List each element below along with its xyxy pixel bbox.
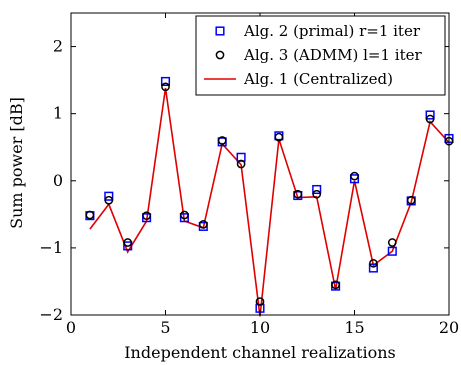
square-marker (425, 110, 435, 120)
circle-marker (255, 297, 265, 306)
legend-circle-marker (215, 50, 225, 60)
circle-marker (331, 280, 340, 290)
circle-marker (236, 159, 246, 169)
circle-marker (161, 82, 170, 92)
square-marker (349, 174, 360, 184)
legend-label: Alg. 1 (Centralized) (243, 70, 393, 88)
circle-marker (123, 238, 133, 247)
circle-marker (85, 210, 95, 220)
circle-marker (142, 211, 151, 221)
y-tick-label: 1 (53, 104, 63, 123)
legend-label: Alg. 2 (primal) r=1 iter (243, 22, 421, 40)
plot-area (85, 76, 454, 317)
x-tick-label: 15 (344, 318, 364, 337)
y-tick-label: −1 (39, 238, 63, 257)
circle-marker (369, 258, 378, 268)
y-tick-label: 0 (53, 171, 63, 190)
square-marker (368, 263, 378, 273)
circle-marker (104, 195, 114, 205)
x-tick-label: 20 (439, 318, 459, 337)
square-marker (179, 213, 189, 223)
circle-marker (406, 195, 416, 205)
circle-marker (217, 136, 227, 145)
series-line-0 (89, 88, 450, 317)
square-marker (123, 241, 133, 251)
legend-label: Alg. 3 (ADMM) l=1 iter (243, 46, 423, 64)
circle-marker (293, 189, 303, 199)
legend-square-marker (215, 26, 225, 36)
circle-marker (180, 210, 189, 220)
x-tick-label: 5 (160, 318, 170, 337)
circle-marker (274, 132, 284, 142)
square-marker (104, 191, 114, 201)
circle-marker (198, 220, 208, 229)
circle-marker (350, 171, 359, 181)
x-axis-label: Independent channel realizations (124, 343, 396, 362)
x-tick-label: 0 (66, 318, 76, 337)
x-tick-label: 10 (250, 318, 270, 337)
square-marker (160, 76, 171, 87)
square-marker (312, 184, 322, 195)
legend-box (195, 15, 446, 96)
y-tick-label: −2 (39, 305, 63, 324)
circle-marker (312, 189, 322, 199)
y-tick-label: 2 (53, 37, 63, 56)
circle-marker (387, 238, 397, 247)
square-marker (387, 246, 397, 256)
y-axis-label: Sum power [dB] (7, 97, 26, 229)
axes: 0 5 10 15 20 −2 −1 0 1 2 (39, 12, 459, 337)
legend: Alg. 2 (primal) r=1 iter Alg. 3 (ADMM) l=… (195, 15, 446, 96)
circle-marker (425, 114, 435, 124)
